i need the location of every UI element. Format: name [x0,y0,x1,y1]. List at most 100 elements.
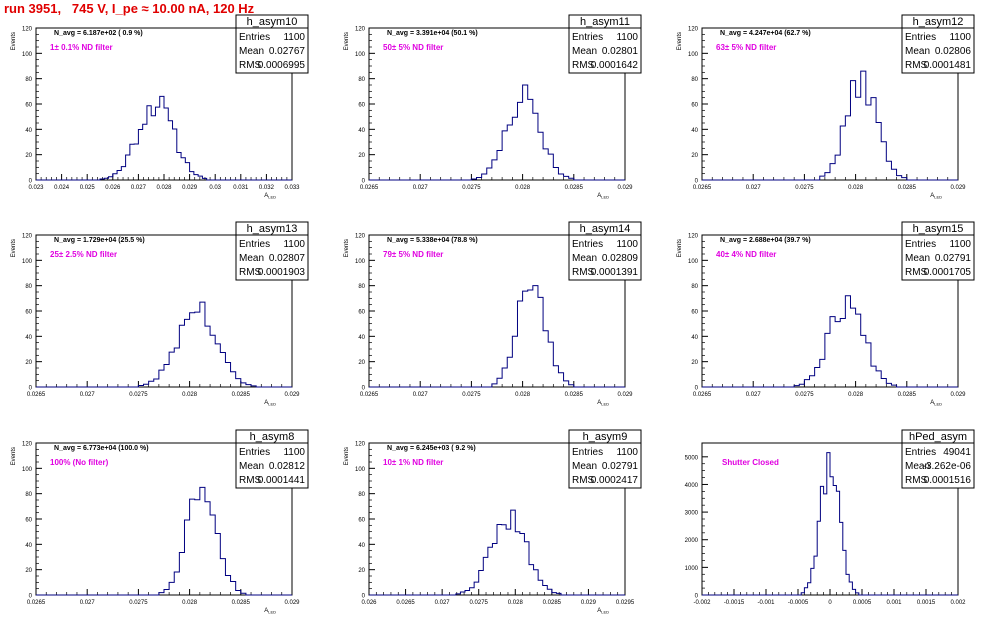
x-tick-label: 0.026 [361,600,377,606]
x-tick-label: 0.027 [746,185,762,191]
stats-rms-value: 0.0001481 [924,60,972,71]
x-tick-label: 0.0275 [462,185,481,191]
x-axis-title: ALED [930,400,942,407]
x-tick-label: 0.032 [259,185,275,191]
stats-entries-value: 1100 [949,239,971,250]
x-tick-label: 0.029 [950,185,966,191]
filter-annotation: 25± 2.5% ND filter [50,250,117,259]
histogram-name: h_asym9 [583,431,628,443]
histogram-bars [702,452,958,596]
y-tick-label: 120 [688,234,699,240]
y-tick-label: 20 [358,360,365,366]
y-tick-label: 40 [358,543,365,549]
x-tick-label: 0.0275 [129,600,148,606]
x-tick-label: 0.028 [848,185,864,191]
filter-annotation: Shutter Closed [722,458,779,467]
y-tick-label: 40 [25,543,32,549]
x-tick-label: 0.024 [54,185,70,191]
y-tick-label: 20 [25,568,32,574]
x-tick-label: -0.0005 [788,600,809,606]
y-tick-label: 60 [691,103,698,109]
stats-mean-label: Mean [572,253,597,264]
histogram-name: h_asym12 [913,16,964,28]
x-tick-label: 0.0015 [917,600,936,606]
y-tick-label: 20 [691,360,698,366]
stats-box [568,442,642,489]
x-tick-label: 0.0295 [616,600,635,606]
navg-annotation: N_avg = 6.187e+02 ( 0.9 %) [54,30,143,37]
y-tick-label: 20 [358,153,365,159]
stats-mean-label: Mean [905,46,930,57]
y-tick-label: 0 [29,594,33,600]
y-tick-label: 100 [355,52,366,58]
stats-mean-value: 0.02801 [602,46,639,57]
y-tick-label: 120 [22,442,33,448]
y-tick-label: 0 [362,179,366,185]
histogram-name: h_asym15 [913,223,964,235]
x-tick-label: 0.027 [80,600,96,606]
stats-rms-label: RMS [905,267,928,278]
stats-box [901,27,975,74]
x-tick-label: 0.0265 [27,392,46,398]
histogram-panel-h_asym15: 0 20 40 60 80 100 120 0.0265 0.027 0.0275 0.028 0.0… [677,221,975,407]
x-tick-label: 0.023 [28,185,44,191]
run-title: run 3951, 745 V, I_pe ≈ 10.00 nA, 120 Hz [4,1,255,16]
x-tick-label: 0.0275 [470,600,489,606]
stats-entries-label: Entries [572,239,603,250]
x-tick-label: 0.03 [209,185,221,191]
y-tick-label: 0 [695,386,699,392]
x-tick-label: 0.028 [182,392,198,398]
stats-rms-value: 0.0001642 [591,60,639,71]
histogram-bars [36,486,292,596]
stats-mean-value: 0.02807 [269,253,306,264]
navg-annotation: N_avg = 2.688e+04 (39.7 %) [720,237,811,244]
stats-rms-label: RMS [239,60,262,71]
x-tick-label: 0.0265 [693,392,712,398]
y-axis-title: Events [11,447,17,465]
y-tick-label: 100 [22,52,33,58]
stats-mean-label: Mean [239,461,264,472]
stats-rms-value: 0.0002417 [591,475,639,486]
y-axis-title: Events [11,32,17,50]
x-axis-title: ALED [597,608,609,615]
y-tick-label: 100 [22,259,33,265]
x-tick-label: 0.001 [886,600,902,606]
y-tick-label: 3000 [685,511,699,517]
y-tick-label: 40 [358,128,365,134]
stats-entries-label: Entries [572,447,603,458]
x-tick-label: 0.0275 [129,392,148,398]
histogram-name: h_asym13 [247,223,298,235]
x-tick-label: 0.0285 [232,392,251,398]
x-tick-label: 0.026 [105,185,121,191]
y-tick-label: 0 [362,386,366,392]
x-tick-label: 0.027 [746,392,762,398]
stats-mean-label: Mean [239,46,264,57]
y-tick-label: 0 [362,594,366,600]
y-tick-label: 40 [25,335,32,341]
y-axis-title: Events [677,239,683,257]
stats-box [568,234,642,281]
x-tick-label: 0.029 [581,600,597,606]
x-axis-title: ALED [264,608,276,615]
histogram-panel-h_asym12: 0 20 40 60 80 100 120 0.0265 0.027 0.0275 0.028 0.0… [677,14,975,200]
y-tick-label: 5000 [685,455,699,461]
stats-mean-value: 0.02767 [269,46,306,57]
y-tick-label: 80 [358,77,365,83]
navg-annotation: N_avg = 6.773e+04 (100.0 %) [54,445,149,452]
x-tick-label: 0.027 [435,600,451,606]
x-tick-label: 0.0005 [853,600,872,606]
y-tick-label: 40 [691,335,698,341]
histogram-panel-h_asym10: 0 20 40 60 80 100 120 0.023 0.024 0.025 0.026 0.027… [11,14,309,200]
y-tick-label: 80 [25,284,32,290]
stats-entries-value: 1100 [283,447,305,458]
stats-rms-label: RMS [572,60,595,71]
y-tick-label: 120 [355,27,366,33]
y-tick-label: 60 [25,103,32,109]
y-axis-title: Events [11,239,17,257]
stats-rms-value: 0.0001391 [591,267,639,278]
navg-annotation: N_avg = 5.338e+04 (78.8 %) [387,237,478,244]
stats-rms-label: RMS [572,267,595,278]
stats-rms-value: 0.0001441 [258,475,306,486]
y-tick-label: 80 [691,77,698,83]
x-tick-label: 0.029 [284,392,300,398]
